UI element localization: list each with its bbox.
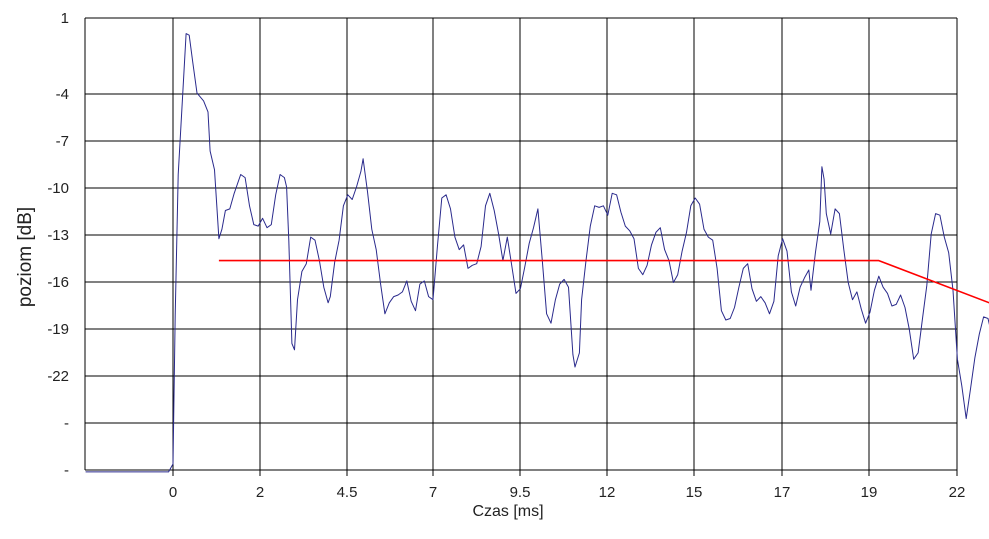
y-tick-label: -10	[47, 180, 69, 197]
y-tick-label: 1	[61, 10, 69, 27]
x-tick-labels: 0 2 4.5 7 9.5 12 15 17 19 22	[169, 484, 966, 501]
x-tick-label: 4.5	[337, 484, 358, 501]
y-axis-title: poziom [dB]	[15, 207, 36, 307]
x-tick-label: 0	[169, 484, 177, 501]
y-tick-label: -13	[47, 227, 69, 244]
y-tick-label: -	[64, 462, 69, 479]
y-tick-label: -	[64, 415, 69, 432]
x-axis-title: Czas [ms]	[472, 503, 543, 520]
y-tick-label: -16	[47, 274, 69, 291]
y-tick-label: -7	[56, 133, 69, 150]
y-tick-label: -4	[56, 86, 69, 103]
series-layer	[85, 33, 989, 473]
y-tick-label: -19	[47, 321, 69, 338]
x-tick-label: 2	[256, 484, 264, 501]
x-tick-label: 22	[949, 484, 966, 501]
linear-fit-line	[218, 259, 989, 304]
x-tick-label: 17	[774, 484, 791, 501]
x-tick-label: 12	[599, 484, 616, 501]
x-tick-label: 7	[429, 484, 437, 501]
y-tick-labels: 1 -4 -7 -10 -13 -16 -19 -22 - -	[47, 10, 69, 479]
y-tick-label: -22	[47, 368, 69, 385]
x-tick-label: 9.5	[510, 484, 531, 501]
x-tick-label: 15	[686, 484, 703, 501]
decay-curve-line	[85, 33, 989, 473]
grid-lines	[84, 17, 958, 476]
x-tick-label: 19	[861, 484, 878, 501]
